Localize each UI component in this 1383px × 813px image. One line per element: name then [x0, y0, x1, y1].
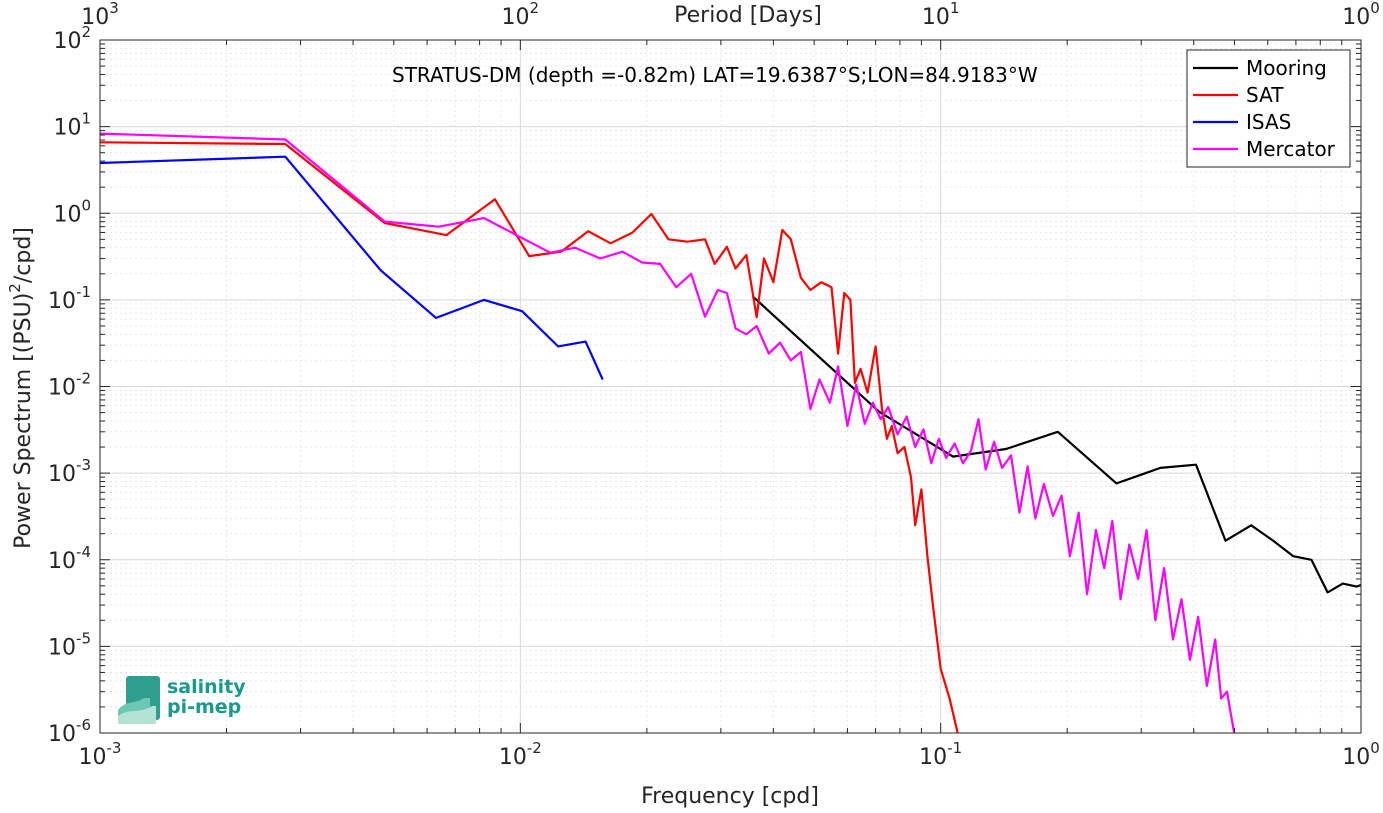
- top-tick-label: 100: [1342, 0, 1380, 30]
- logo-waves-icon: [118, 676, 160, 724]
- legend-box: [1186, 49, 1351, 168]
- series-layer: [100, 132, 1361, 733]
- y-tick-label: 10-5: [48, 629, 91, 660]
- y-tick-label: 10-4: [48, 543, 91, 574]
- top-axis-title: Period [Days]: [674, 3, 822, 28]
- y-tick-label: 10-3: [48, 456, 91, 487]
- y-axis-title-main: Power Spectrum [(PSU): [11, 293, 36, 549]
- x-tick-label: 10-3: [79, 739, 122, 770]
- legend-label-isas: ISAS: [1246, 110, 1291, 134]
- logo-text-line1: salinity: [167, 676, 246, 698]
- series-line-sat: [100, 141, 959, 733]
- x-tick-label: 10-2: [499, 739, 542, 770]
- series-line-mercator: [100, 132, 1236, 733]
- y-tick-label: 101: [53, 110, 91, 141]
- x-tick-label: 100: [1342, 739, 1380, 770]
- x-axis-title: Frequency [cpd]: [641, 784, 819, 809]
- y-axis-title: Power Spectrum [(PSU)2/cpd]: [6, 227, 36, 549]
- y-tick-label: 100: [53, 196, 91, 227]
- legend-label-mercator: Mercator: [1246, 137, 1336, 161]
- series-line-mooring: [751, 295, 1361, 594]
- salinity-pi-mep-logo: salinity pi-mep: [118, 676, 246, 724]
- top-tick-label: 103: [81, 0, 119, 30]
- top-tick-label: 101: [922, 0, 960, 30]
- y-tick-label: 10-6: [48, 716, 91, 747]
- y-tick-label: 10-1: [48, 283, 91, 314]
- series-line-isas: [100, 155, 604, 381]
- top-tick-label: 102: [502, 0, 540, 30]
- y-axis-title-tail: /cpd]: [11, 227, 36, 283]
- logo-text-line2: pi-mep: [167, 696, 241, 718]
- legend-label-sat: SAT: [1246, 83, 1284, 107]
- y-axis-title-sup: 2: [6, 283, 24, 293]
- legend-label-mooring: Mooring: [1246, 56, 1327, 80]
- chart-annotation: STRATUS-DM (depth =-0.82m) LAT=19.6387°S…: [392, 63, 1038, 87]
- legend: Mooring SAT ISAS Mercator: [1186, 49, 1351, 168]
- x-tick-label: 10-1: [919, 739, 962, 770]
- y-tick-label: 102: [53, 23, 91, 54]
- y-tick-label: 10-2: [48, 370, 91, 401]
